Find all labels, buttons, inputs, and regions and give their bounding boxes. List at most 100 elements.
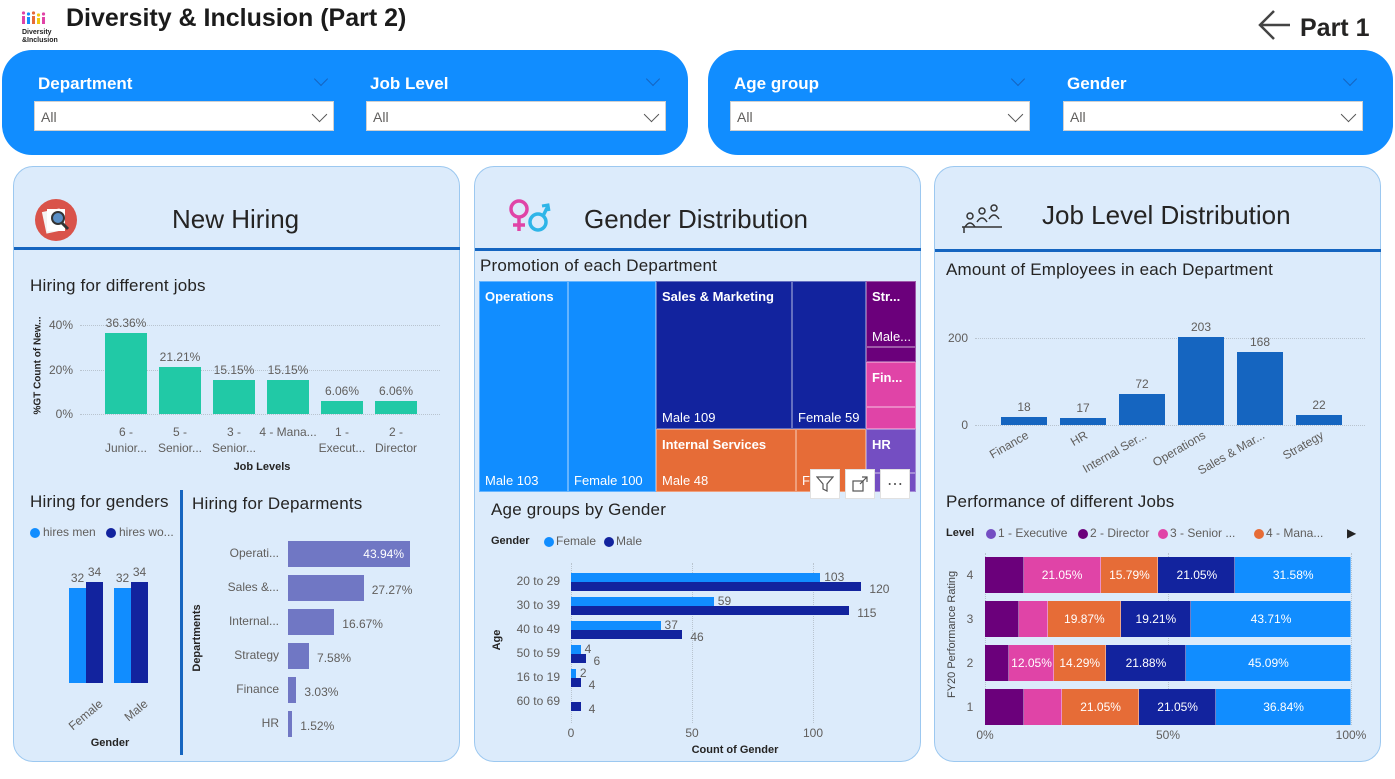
bar[interactable] (571, 597, 714, 606)
treemap-tile[interactable] (866, 362, 916, 407)
legend-label[interactable]: Male (616, 534, 643, 548)
bar-segment[interactable] (1023, 557, 1101, 593)
bar-segment[interactable] (1023, 689, 1063, 725)
legend-label[interactable]: 2 - Director (1090, 526, 1150, 540)
bar-segment[interactable] (1185, 645, 1351, 681)
gender-dropdown[interactable]: All (1063, 101, 1363, 131)
data-label: 59 (717, 594, 732, 608)
bar[interactable] (571, 630, 683, 639)
treemap-tile[interactable]: Male... (866, 281, 916, 347)
gridline (975, 338, 1365, 339)
legend-label[interactable]: hires wo... (119, 525, 174, 539)
bar-segment[interactable] (1139, 689, 1217, 725)
legend-label[interactable]: 4 - Mana... (1266, 526, 1324, 540)
treemap-tile[interactable] (866, 429, 916, 473)
bar[interactable] (571, 645, 581, 654)
bar[interactable] (288, 541, 410, 567)
bar[interactable] (288, 711, 293, 737)
treemap-group-label: Sales & Marketing (662, 289, 774, 304)
bar[interactable] (571, 654, 586, 663)
treemap-tile[interactable]: Male 103 (479, 281, 568, 492)
bar-segment[interactable] (1048, 601, 1121, 637)
bar[interactable] (267, 380, 309, 414)
legend-label[interactable]: 1 - Executive (998, 526, 1068, 540)
filter-icon[interactable] (810, 469, 840, 499)
more-options-icon[interactable]: ⋯ (880, 469, 910, 499)
y-tick-label: 0% (55, 407, 73, 421)
bar[interactable] (571, 621, 661, 630)
category-label: 3 (966, 612, 974, 626)
treemap-tile[interactable]: Female 100 (568, 281, 656, 492)
legend-label[interactable]: 3 - Senior ... (1170, 526, 1236, 540)
data-label: 1.52% (300, 719, 335, 733)
x-tick-label: 2 - Director (374, 425, 417, 455)
department-dropdown[interactable]: All (34, 101, 334, 131)
bar[interactable] (1001, 417, 1047, 425)
bar-segment[interactable] (1158, 557, 1236, 593)
bar-segment[interactable] (1105, 645, 1186, 681)
bar[interactable] (159, 366, 201, 414)
legend-next-icon[interactable]: ▶ (1347, 526, 1357, 540)
bar[interactable] (288, 677, 297, 703)
treemap-tile[interactable] (866, 347, 916, 362)
bar[interactable] (105, 333, 147, 414)
data-label: 6.06% (378, 383, 414, 398)
data-label: 32 (70, 570, 85, 585)
treemap-tile[interactable]: Male 109 (656, 281, 792, 429)
bar[interactable] (1178, 336, 1224, 425)
bar[interactable] (1237, 351, 1283, 425)
age-group-dropdown[interactable]: All (730, 101, 1030, 131)
bar[interactable] (321, 400, 363, 414)
data-label: 168 (1249, 334, 1271, 349)
bar[interactable] (288, 643, 310, 669)
bar[interactable] (131, 582, 148, 683)
data-label: 15.15% (213, 363, 255, 378)
bar-segment[interactable] (985, 645, 1010, 681)
bar[interactable] (69, 587, 86, 683)
category-label: 30 to 39 (516, 598, 560, 612)
bar[interactable] (571, 669, 576, 678)
bar[interactable] (86, 582, 103, 683)
treemap-tile[interactable]: Male 48 (656, 429, 796, 492)
bar[interactable] (1119, 393, 1165, 425)
bar-segment[interactable] (985, 601, 1019, 637)
age-groups-chart-title: Age groups by Gender (491, 500, 667, 519)
bar[interactable] (571, 702, 581, 711)
treemap-tile[interactable]: Female 59 (792, 281, 866, 429)
bar[interactable] (114, 587, 131, 683)
bar-segment[interactable] (1120, 601, 1192, 637)
job-level-dropdown[interactable]: All (366, 101, 666, 131)
data-label: 43.94% (363, 547, 404, 561)
bar-segment[interactable] (1216, 689, 1351, 725)
legend-label[interactable]: Female (556, 534, 597, 548)
treemap-tile[interactable] (866, 407, 916, 429)
bar[interactable] (213, 380, 255, 414)
legend-dot (1078, 529, 1088, 539)
bar[interactable] (1296, 415, 1342, 425)
bar-segment[interactable] (1018, 601, 1049, 637)
bar[interactable] (288, 609, 335, 635)
bar[interactable] (571, 606, 850, 615)
bar-segment[interactable] (1100, 557, 1159, 593)
bar-segment[interactable] (985, 557, 1024, 593)
bar-segment[interactable] (985, 689, 1024, 725)
back-to-part1-button[interactable]: Part 1 (1256, 8, 1369, 49)
gender-symbols-icon (507, 197, 551, 237)
bar-segment[interactable] (1053, 645, 1106, 681)
bar[interactable] (571, 678, 581, 687)
bar-segment[interactable] (1191, 601, 1352, 637)
y-axis-title: FY20 Performance Rating (946, 570, 958, 698)
bar[interactable] (1060, 417, 1106, 425)
legend-label[interactable]: hires men (43, 525, 96, 539)
bar[interactable] (571, 573, 821, 582)
bar[interactable] (571, 582, 862, 591)
focus-mode-icon[interactable] (845, 469, 875, 499)
bar-segment[interactable] (1235, 557, 1351, 593)
x-tick-label: 50 (685, 726, 699, 740)
bar[interactable] (288, 575, 364, 601)
bar-segment[interactable] (1062, 689, 1140, 725)
bar-segment[interactable] (1009, 645, 1054, 681)
treemap-group-label: Internal Services (662, 437, 767, 452)
chevron-down-icon (643, 106, 660, 123)
bar[interactable] (375, 400, 417, 414)
